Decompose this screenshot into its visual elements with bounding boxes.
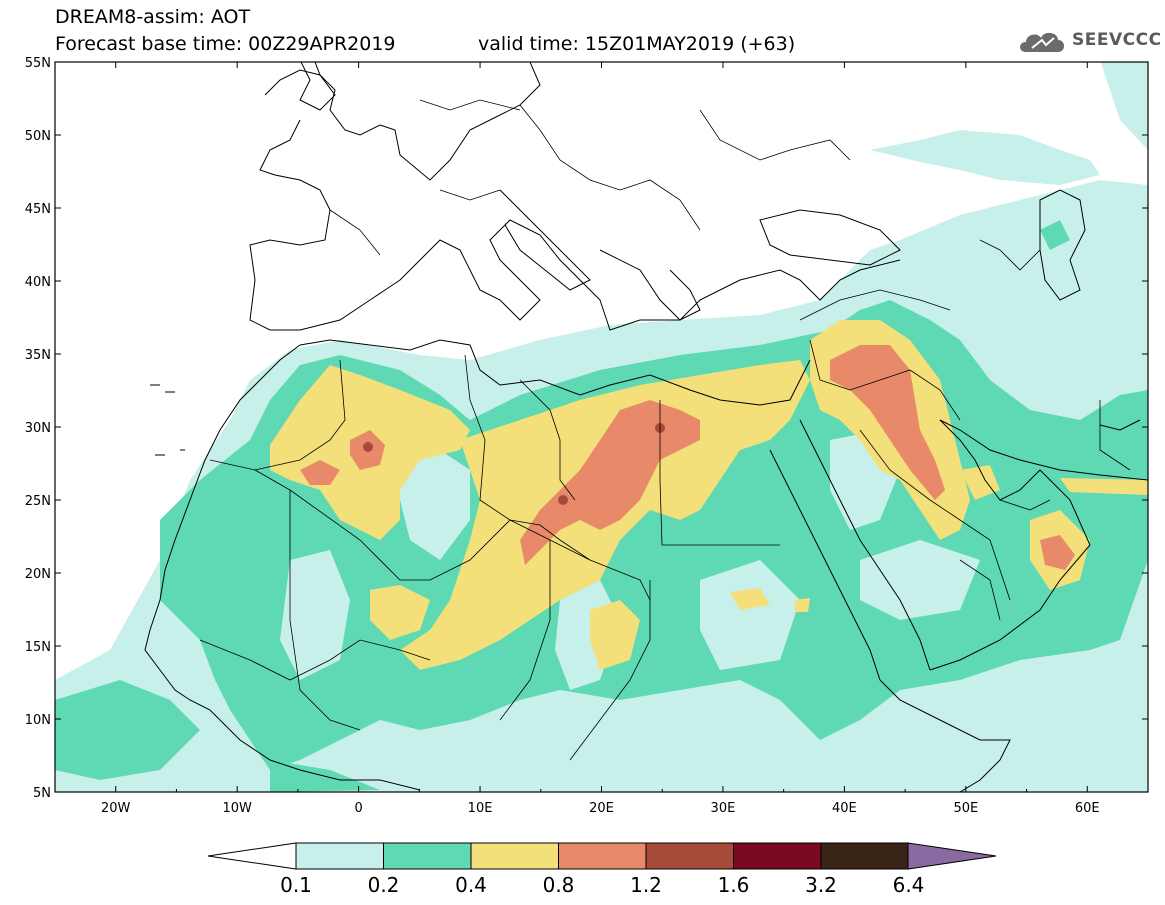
map-title: DREAM8-assim: AOT	[55, 6, 251, 28]
lon-label: 50E	[953, 801, 978, 816]
colorbar-box	[558, 842, 647, 870]
colorbar-label: 1.6	[718, 873, 750, 897]
seevccc-logo: SEEVCCC	[1016, 26, 1161, 56]
colorbar-lower-arrow	[207, 842, 297, 870]
colorbar-box	[295, 842, 384, 870]
colorbar-label: 1.2	[630, 873, 662, 897]
lon-label: 10E	[468, 801, 493, 816]
latitude-axis: 55N 50N 45N 40N 35N 30N 25N 20N 15N 10N 5N	[25, 56, 1148, 801]
colorbar: 0.1 0.2 0.4 0.8 1.2 1.6 3.2 6.4	[207, 842, 997, 897]
lat-label: 30N	[25, 421, 51, 436]
lat-label: 20N	[25, 567, 51, 582]
aot-field	[55, 62, 1148, 792]
lon-label: 30E	[711, 801, 736, 816]
colorbar-label: 3.2	[805, 873, 837, 897]
cloud-icon	[1020, 32, 1064, 52]
lat-label: 5N	[33, 786, 51, 801]
longitude-axis: 20W 10W 0 10E 20E 30E 40E 50E 60E	[54, 62, 1149, 816]
forecast-base-time: Forecast base time: 00Z29APR2019	[55, 33, 396, 55]
coastlines	[144, 62, 1148, 792]
lon-label: 10W	[222, 801, 252, 816]
colorbar-upper-arrow	[907, 842, 997, 870]
colorbar-box	[820, 842, 909, 870]
lat-label: 55N	[25, 56, 51, 71]
lon-label: 60E	[1075, 801, 1100, 816]
colorbar-box	[470, 842, 559, 870]
lat-label: 10N	[25, 713, 51, 728]
colorbar-box	[383, 842, 472, 870]
lat-label: 15N	[25, 640, 51, 655]
colorbar-label: 0.1	[280, 873, 312, 897]
lat-label: 25N	[25, 494, 51, 509]
aot-holes	[280, 430, 980, 690]
lon-label: 20E	[589, 801, 614, 816]
lon-label: 40E	[832, 801, 857, 816]
lat-label: 50N	[25, 129, 51, 144]
lon-label: 20W	[101, 801, 131, 816]
lon-label: 0	[354, 801, 362, 816]
colorbar-label: 0.8	[543, 873, 575, 897]
lat-label: 45N	[25, 202, 51, 217]
colorbar-label: 6.4	[893, 873, 925, 897]
colorbar-label: 0.4	[455, 873, 487, 897]
valid-time: valid time: 15Z01MAY2019 (+63)	[478, 33, 796, 55]
political-borders	[199, 99, 1131, 761]
colorbar-box	[733, 842, 822, 870]
lat-label: 35N	[25, 348, 51, 363]
colorbar-label: 0.2	[368, 873, 400, 897]
lat-label: 40N	[25, 275, 51, 290]
colorbar-box	[645, 842, 734, 870]
logo-text: SEEVCCC	[1072, 30, 1162, 50]
aot-band-0-8	[300, 345, 1075, 570]
